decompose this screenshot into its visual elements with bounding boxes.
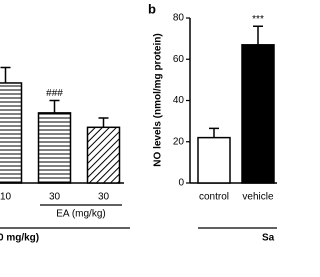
x-tick-label: 10 — [0, 192, 11, 203]
panel-label: b — [148, 1, 156, 16]
y-tick-label: 20 — [173, 136, 185, 147]
bar — [86, 126, 121, 184]
y-axis-label: NO levels (nmol/mg protein) — [153, 33, 164, 166]
x-tick-label: vehicle — [242, 192, 274, 203]
figure: EA (mg/kg) 0 mg/kg) Sa b NO levels (nmol… — [0, 1, 277, 244]
error-bar — [98, 117, 109, 128]
error-bar — [49, 99, 60, 113]
y-tick-label: 80 — [173, 13, 185, 24]
bar — [0, 82, 23, 184]
y-tick-label: 40 — [173, 95, 185, 106]
annotation: ### — [46, 88, 63, 99]
y-tick-label: 0 — [178, 178, 184, 189]
bar — [241, 44, 275, 184]
error-bar — [253, 25, 263, 45]
bottom-label: Sa — [262, 233, 275, 244]
error-bar — [209, 127, 219, 138]
bottom-label: 0 mg/kg) — [0, 233, 39, 244]
y-tick-label: 60 — [173, 54, 185, 65]
x-tick-label: control — [199, 192, 229, 203]
bar — [197, 136, 231, 184]
bar — [37, 112, 72, 184]
x-tick-label: 30 — [98, 192, 110, 203]
group-label: EA (mg/kg) — [56, 209, 105, 220]
annotation: *** — [252, 14, 264, 25]
error-bar — [0, 66, 11, 83]
x-tick-label: 30 — [49, 192, 61, 203]
